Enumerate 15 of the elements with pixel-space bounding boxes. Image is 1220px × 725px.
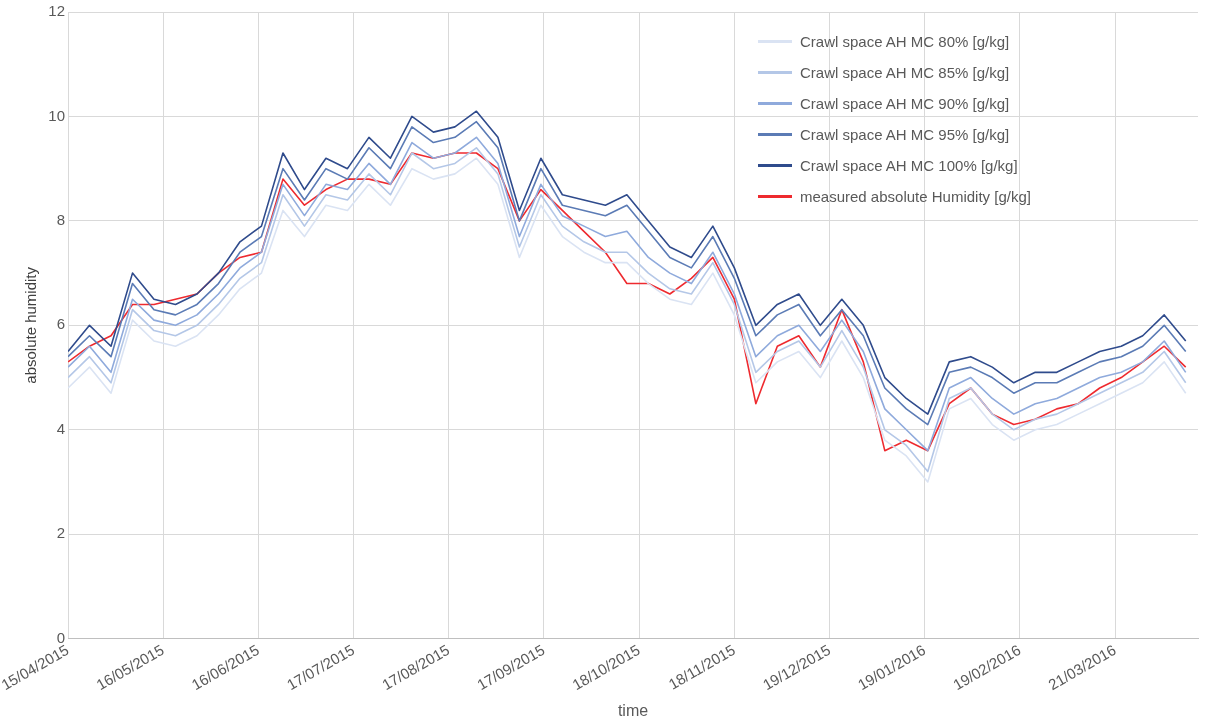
- legend-label: Crawl space AH MC 85% [g/kg]: [800, 64, 1010, 81]
- y-tick-label: 4: [56, 419, 66, 437]
- y-tick-label: 6: [56, 315, 66, 333]
- y-tick-label: 12: [48, 2, 66, 20]
- legend-label: Crawl space AH MC 95% [g/kg]: [800, 126, 1010, 143]
- y-axis-title: absolute humidity: [22, 266, 40, 384]
- y-tick-label: 8: [56, 211, 66, 229]
- x-axis-title: time: [617, 701, 649, 719]
- legend-label: measured absolute Humidity [g/kg]: [800, 188, 1031, 205]
- legend-label: Crawl space AH MC 100% [g/kg]: [800, 157, 1018, 174]
- legend-label: Crawl space AH MC 90% [g/kg]: [800, 95, 1010, 112]
- y-tick-label: 2: [56, 524, 66, 542]
- y-tick-label: 0: [56, 628, 66, 646]
- y-tick-label: 10: [48, 106, 66, 124]
- legend-label: Crawl space AH MC 80% [g/kg]: [800, 33, 1010, 50]
